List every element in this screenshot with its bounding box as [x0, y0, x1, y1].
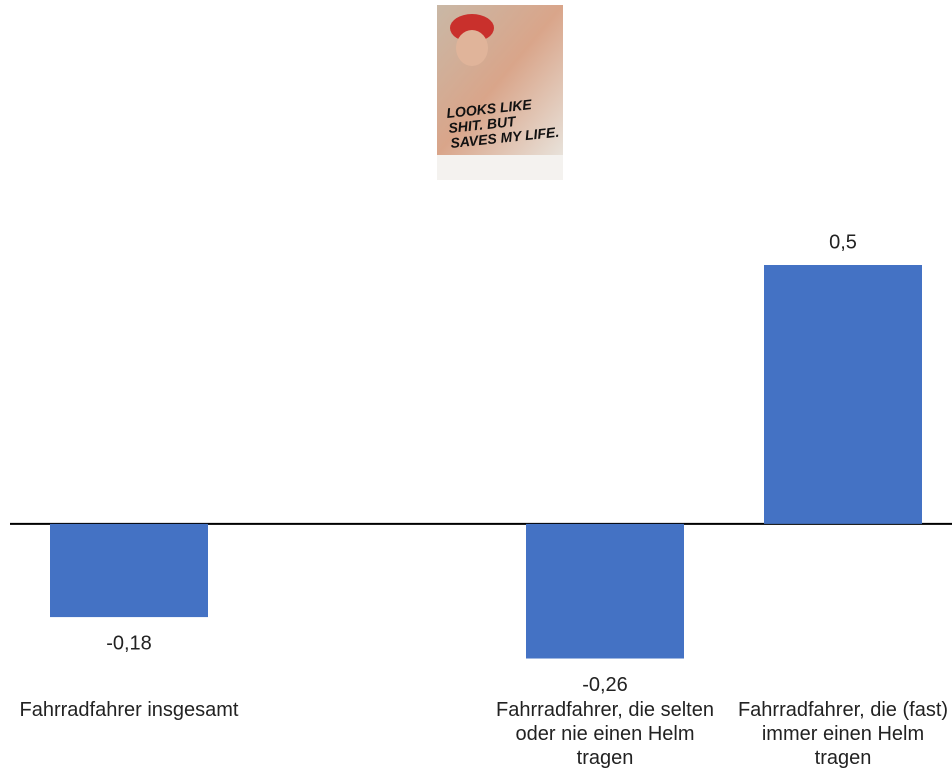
x-tick-label: Fahrradfahrer, die selten oder nie einen… [496, 699, 714, 769]
x-tick-label: Fahrradfahrer insgesamt [19, 699, 239, 721]
value-label: -0,18 [106, 632, 152, 654]
x-tick-label: Fahrradfahrer, die (fast) immer einen He… [737, 699, 949, 769]
value-label: -0,26 [582, 674, 628, 696]
bar [526, 523, 684, 659]
value-label: 0,5 [829, 231, 857, 253]
bar [764, 265, 922, 524]
bar [50, 523, 208, 618]
poster [437, 5, 563, 180]
poster-text: SHIT. BUT [448, 113, 518, 136]
face [456, 30, 488, 66]
